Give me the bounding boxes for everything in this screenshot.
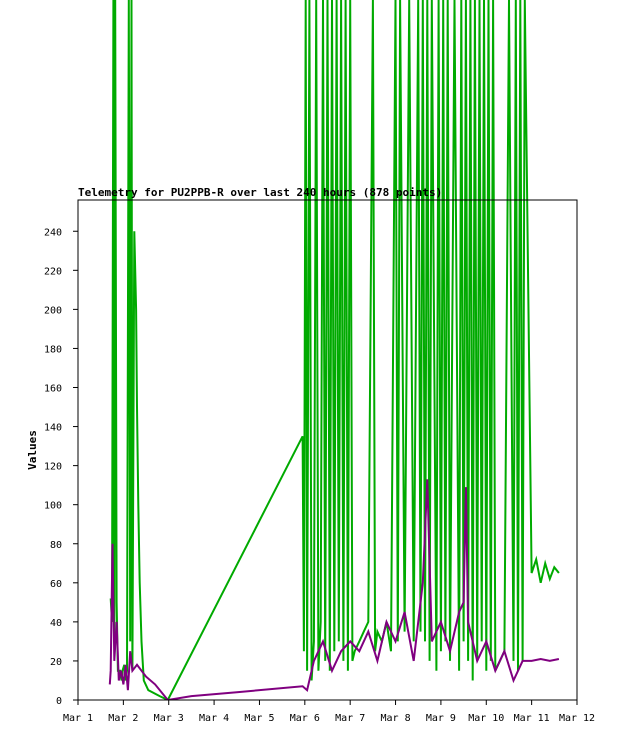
y-tick-label: 240	[44, 227, 62, 238]
x-tick-label: Mar 1	[63, 713, 93, 724]
y-axis-title: Values	[26, 430, 39, 470]
x-tick-label: Mar 2	[108, 713, 138, 724]
x-tick-label: Mar 5	[244, 713, 274, 724]
y-tick-label: 60	[50, 579, 62, 590]
y-tick-label: 160	[44, 384, 62, 395]
series-line-2	[108, 479, 560, 700]
y-tick-label: 80	[50, 540, 62, 551]
y-tick-label: 0	[56, 696, 62, 707]
y-tick-label: 220	[44, 266, 62, 277]
y-tick-label: 20	[50, 657, 62, 668]
y-tick-label: 120	[44, 462, 62, 473]
plot-frame	[77, 199, 578, 701]
series-line-1	[109, 0, 560, 700]
x-tick-label: Mar 9	[426, 713, 456, 724]
x-tick-label: Mar 10	[468, 713, 504, 724]
x-tick-label: Mar 3	[154, 713, 184, 724]
axis-layer: 0 20 40 60 80 100 120 140 160 180 200 220 240 Mar 1 Ma…	[44, 227, 595, 724]
x-tick-label: Mar 8	[380, 713, 410, 724]
x-tick-label: Mar 4	[199, 713, 229, 724]
x-tick-label: Mar 6	[290, 713, 320, 724]
chart-title: Telemetry for PU2PPB-R over last 240 hou…	[78, 186, 442, 199]
y-tick-label: 40	[50, 618, 62, 629]
x-tick-label: Mar 11	[514, 713, 550, 724]
y-tick-label: 100	[44, 501, 62, 512]
x-tick-label: Mar 12	[559, 713, 595, 724]
y-tick-label: 140	[44, 423, 62, 434]
y-tick-label: 200	[44, 305, 62, 316]
x-tick-label: Mar 7	[335, 713, 365, 724]
series-layer	[108, 0, 560, 700]
y-tick-label: 180	[44, 344, 62, 355]
